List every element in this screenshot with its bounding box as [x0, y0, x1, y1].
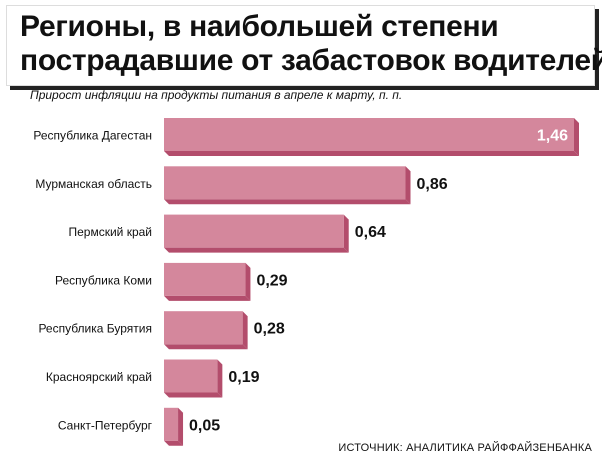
- bar: [164, 166, 406, 200]
- bar-shadow-bottom: [164, 295, 251, 301]
- bar-shadow-side: [405, 166, 411, 205]
- value-label: 0,86: [417, 176, 448, 193]
- bar-shadow-side: [574, 118, 579, 156]
- bar-shadow-bottom: [164, 440, 184, 446]
- value-label: 0,64: [355, 224, 386, 241]
- bar: [164, 359, 218, 393]
- value-label: 1,46: [537, 128, 568, 145]
- chart-subtitle: Прирост инфляции на продукты питания в а…: [30, 88, 403, 102]
- value-label: 0,28: [254, 321, 285, 338]
- bar: [164, 407, 179, 441]
- bar-shadow-side: [178, 407, 184, 446]
- bar: [164, 214, 344, 248]
- source-note: ИСТОЧНИК: АНАЛИТИКА РАЙФФАЙЗЕНБАНКА: [338, 442, 592, 454]
- bar-shadow-bottom: [164, 344, 248, 350]
- bar-shadow-bottom: [164, 151, 579, 156]
- category-label: Санкт-Петербург: [58, 418, 153, 432]
- category-label: Пермский край: [68, 225, 152, 239]
- value-label: 0,19: [228, 369, 259, 386]
- category-label: Красноярский край: [46, 370, 152, 384]
- bar-shadow-bottom: [164, 247, 349, 253]
- bar-shadow-side: [242, 311, 248, 350]
- category-label: Республика Коми: [55, 273, 152, 287]
- bar-shadow-side: [245, 262, 251, 301]
- value-label: 0,05: [189, 417, 220, 434]
- bar-shadow-side: [217, 359, 223, 398]
- category-label: Республика Бурятия: [38, 322, 152, 336]
- bar-shadow-bottom: [164, 199, 411, 205]
- bar-shadow-bottom: [164, 392, 223, 398]
- chart-title-line-1: Регионы, в наибольшей степени: [20, 10, 499, 43]
- bar: [164, 118, 574, 151]
- value-label: 0,29: [256, 272, 287, 289]
- title-box: Регионы, в наибольшей степени пострадавш…: [6, 5, 602, 86]
- category-label: Республика Дагестан: [33, 129, 152, 143]
- category-label: Мурманская область: [35, 177, 152, 191]
- bar: [164, 311, 243, 345]
- chart-title-line-2: пострадавшие от забастовок водителей: [20, 44, 602, 77]
- bar-shadow-side: [343, 214, 349, 253]
- bar: [164, 262, 246, 296]
